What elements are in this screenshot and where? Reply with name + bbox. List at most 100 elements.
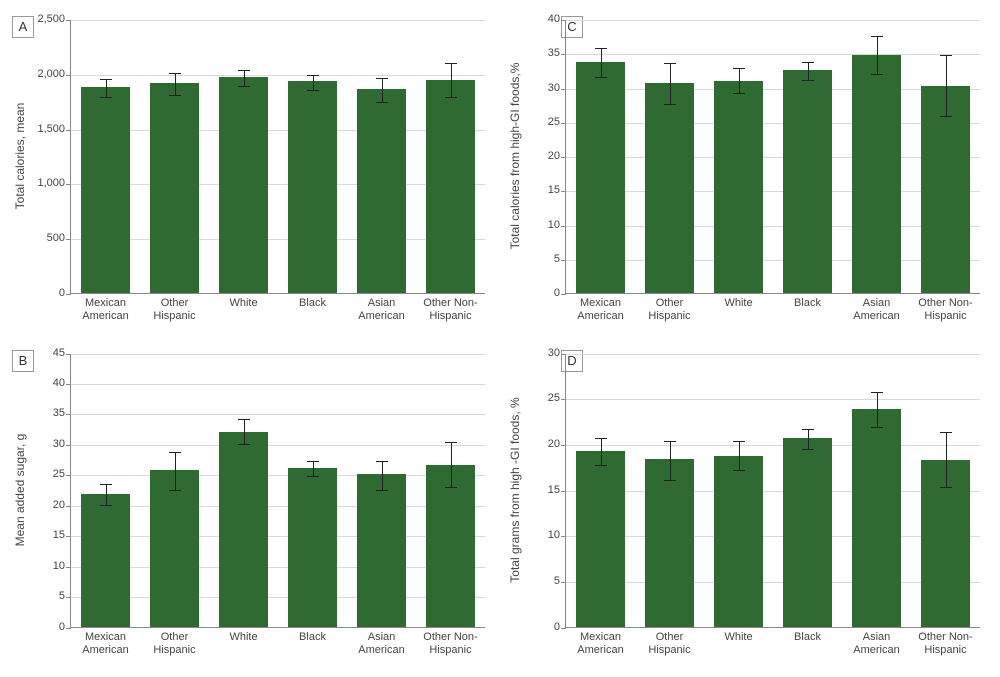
bar	[852, 55, 900, 293]
y-tick-label: 500	[47, 232, 65, 244]
error-bar	[808, 62, 809, 80]
bar	[783, 70, 831, 293]
x-labels: Mexican AmericanOther HispanicWhiteBlack…	[71, 297, 485, 323]
x-tick-label: Asian American	[842, 297, 911, 323]
x-tick-label: White	[704, 631, 773, 657]
error-cap-top	[664, 441, 676, 442]
bar-slot	[278, 20, 347, 293]
error-cap-top	[664, 63, 676, 64]
error-cap-bottom	[169, 490, 181, 491]
error-cap-top	[238, 70, 250, 71]
error-cap-bottom	[802, 80, 814, 81]
bar	[645, 83, 693, 293]
error-cap-bottom	[307, 90, 319, 91]
error-bar	[739, 441, 740, 470]
y-axis-label: Total grams from high -GI foods, %	[508, 390, 522, 590]
bar-slot	[209, 20, 278, 293]
x-tick-label: Mexican American	[71, 631, 140, 657]
x-tick-label: Asian American	[347, 297, 416, 323]
y-tickmark	[561, 294, 566, 295]
error-cap-bottom	[238, 444, 250, 445]
y-tick-label: 0	[554, 621, 560, 633]
panel-d: D051015202530Mexican AmericanOther Hispa…	[505, 344, 990, 668]
bars-container	[566, 354, 980, 627]
x-tick-label: Mexican American	[566, 297, 635, 323]
y-tickmark	[66, 628, 71, 629]
y-tick-label: 0	[59, 621, 65, 633]
error-cap-bottom	[100, 97, 112, 98]
error-cap-top	[376, 461, 388, 462]
error-cap-bottom	[595, 77, 607, 78]
error-bar	[382, 78, 383, 102]
x-tick-label: Black	[278, 297, 347, 323]
bar	[357, 89, 405, 293]
bar-slot	[773, 354, 842, 627]
x-tick-label: Other Hispanic	[635, 631, 704, 657]
error-cap-top	[169, 452, 181, 453]
bar	[81, 494, 129, 627]
panel-letter: A	[12, 16, 34, 38]
x-tick-label: Mexican American	[71, 297, 140, 323]
error-bar	[106, 79, 107, 97]
bar-slot	[704, 20, 773, 293]
bar	[150, 83, 198, 293]
error-cap-bottom	[376, 102, 388, 103]
error-bar	[670, 63, 671, 104]
error-cap-top	[940, 55, 952, 56]
y-tickmark	[66, 294, 71, 295]
error-cap-top	[733, 441, 745, 442]
y-tick-label: 2,500	[37, 13, 65, 25]
error-cap-top	[595, 48, 607, 49]
y-tick-label: 15	[548, 184, 560, 196]
bar-slot	[416, 354, 485, 627]
bar	[219, 432, 267, 627]
error-cap-top	[802, 429, 814, 430]
bar	[219, 77, 267, 293]
bar-slot	[704, 354, 773, 627]
error-cap-bottom	[445, 97, 457, 98]
error-cap-bottom	[169, 95, 181, 96]
error-cap-bottom	[100, 505, 112, 506]
error-bar	[601, 438, 602, 464]
bar	[357, 474, 405, 626]
error-bar	[946, 432, 947, 487]
y-tick-label: 20	[53, 499, 65, 511]
y-tick-label: 5	[554, 253, 560, 265]
error-cap-top	[307, 75, 319, 76]
bar-slot	[635, 20, 704, 293]
y-tick-label: 25	[548, 392, 560, 404]
error-cap-bottom	[733, 470, 745, 471]
error-cap-top	[169, 73, 181, 74]
bar	[288, 468, 336, 627]
error-cap-bottom	[733, 93, 745, 94]
error-cap-bottom	[664, 104, 676, 105]
bar	[714, 456, 762, 627]
bar	[783, 438, 831, 626]
y-tick-label: 10	[548, 219, 560, 231]
y-tick-label: 15	[548, 484, 560, 496]
x-tick-label: White	[209, 631, 278, 657]
error-cap-top	[733, 68, 745, 69]
y-tick-label: 40	[548, 13, 560, 25]
panel-letter: B	[12, 350, 34, 372]
bar-slot	[140, 20, 209, 293]
error-cap-bottom	[307, 476, 319, 477]
error-cap-bottom	[871, 427, 883, 428]
bar-slot	[566, 20, 635, 293]
x-tick-label: Other Hispanic	[635, 297, 704, 323]
panel-a: A05001,0001,5002,0002,500Mexican America…	[10, 10, 495, 334]
x-tick-label: White	[704, 297, 773, 323]
y-tickmark	[561, 628, 566, 629]
bar-slot	[416, 20, 485, 293]
error-cap-bottom	[940, 487, 952, 488]
error-bar	[106, 484, 107, 505]
error-cap-top	[871, 392, 883, 393]
y-tick-label: 5	[554, 575, 560, 587]
error-bar	[175, 73, 176, 95]
x-labels: Mexican AmericanOther HispanicWhiteBlack…	[566, 297, 980, 323]
y-tick-label: 10	[548, 529, 560, 541]
x-tick-label: Other Non- Hispanic	[416, 631, 485, 657]
bars-container	[71, 20, 485, 293]
x-tick-label: Asian American	[347, 631, 416, 657]
error-bar	[313, 461, 314, 476]
